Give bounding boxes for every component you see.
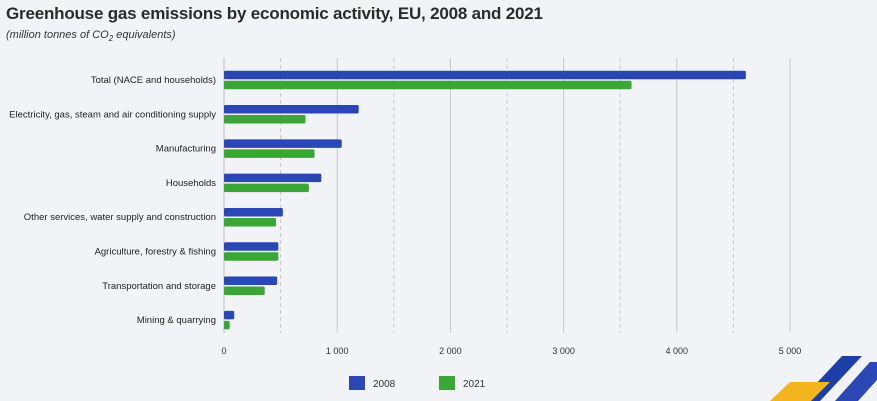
logo-yellow-stripe: [770, 382, 830, 401]
bar-2021: [224, 286, 265, 296]
chart-subtitle: (million tonnes of CO2 equivalents): [6, 29, 176, 43]
bar-2021: [224, 149, 315, 158]
bar-2008: [224, 310, 235, 320]
bar-2008: [224, 242, 279, 251]
x-tick-label: 4 000: [666, 346, 689, 356]
bar-2008: [224, 207, 283, 217]
legend-label-2008: 2008: [373, 379, 396, 390]
bar-2021: [224, 115, 306, 124]
category-labels: Total (NACE and households) Electricity, …: [9, 75, 216, 326]
grid-lines: [223, 58, 791, 333]
logo-blue-stripe-2: [835, 362, 877, 401]
legend-swatch-2021: [439, 376, 455, 390]
bar-2008: [224, 70, 746, 80]
subtitle-suffix: equivalents): [113, 29, 176, 41]
legend-swatch-2008: [349, 376, 365, 390]
x-tick-label: 2 000: [439, 346, 462, 356]
x-tick-label: 5 000: [779, 346, 802, 356]
legend-label-2021: 2021: [463, 379, 486, 390]
bar-2021: [224, 217, 277, 227]
bars: [224, 70, 746, 330]
eurostat-logo: [770, 356, 877, 401]
x-tick-label: 3 000: [552, 346, 575, 356]
subtitle-prefix: (million tonnes of CO: [6, 29, 109, 41]
category-label: Agriculture, forestry & fishing: [95, 247, 216, 258]
category-label: Transportation and storage: [102, 281, 216, 292]
legend: 2008 2021: [349, 376, 486, 390]
bar-2021: [224, 320, 230, 330]
category-label: Other services, water supply and constru…: [24, 212, 216, 223]
category-label: Households: [166, 178, 216, 189]
bar-2021: [224, 252, 279, 261]
category-label: Manufacturing: [156, 144, 216, 155]
bar-2021: [224, 80, 632, 90]
bar-2008: [224, 105, 359, 114]
chart-title: Greenhouse gas emissions by economic act…: [6, 4, 543, 23]
category-label: Electricity, gas, steam and air conditio…: [9, 109, 216, 120]
category-label: Total (NACE and households): [91, 75, 216, 86]
category-label: Mining & quarrying: [137, 315, 216, 326]
x-tick-labels: 0 1 000 2 000 3 000 4 000 5 000: [221, 346, 801, 356]
bar-2008: [224, 139, 342, 148]
subtitle-subscript: 2: [108, 34, 114, 44]
x-tick-label: 1 000: [326, 346, 349, 356]
bar-2008: [224, 173, 322, 183]
x-tick-label: 0: [221, 346, 226, 356]
bar-2008: [224, 276, 278, 286]
bar-2021: [224, 183, 309, 193]
